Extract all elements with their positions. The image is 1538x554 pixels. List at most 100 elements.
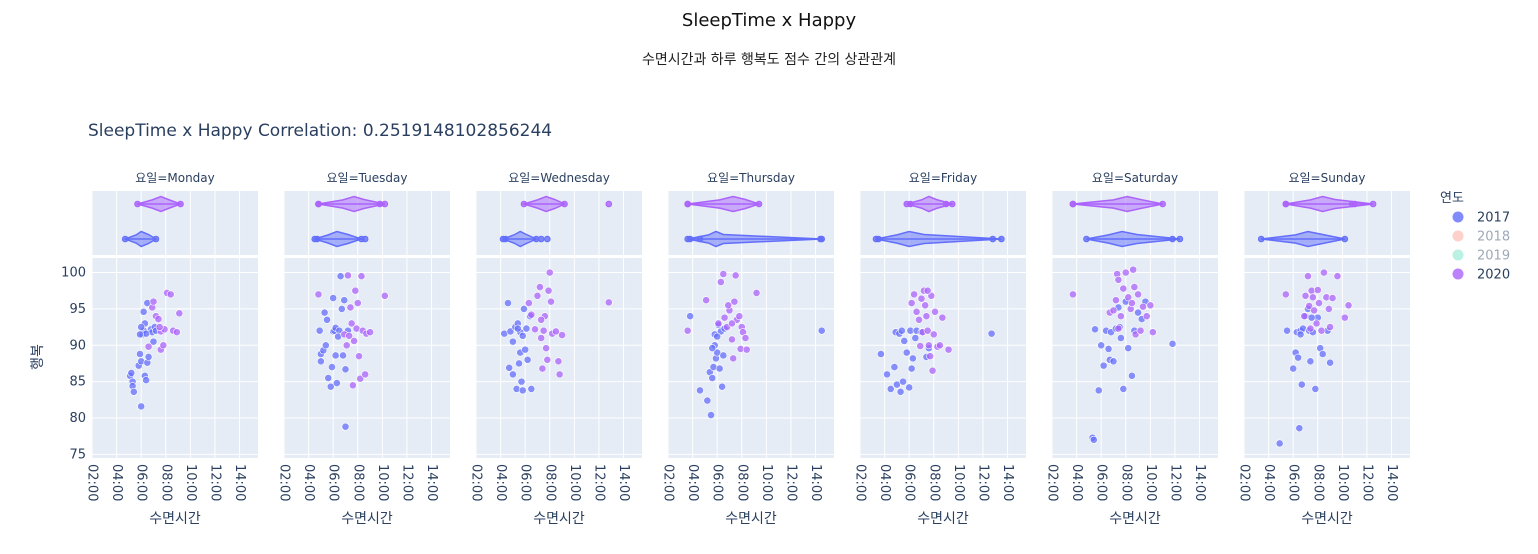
scatter-point-2020[interactable] xyxy=(1344,301,1353,310)
scatter-point-2020[interactable] xyxy=(1320,268,1328,277)
scatter-point-2017[interactable] xyxy=(136,350,144,358)
scatter-point-2020[interactable] xyxy=(537,334,546,342)
scatter-point-2017[interactable] xyxy=(1311,385,1320,393)
scatter-point-2017[interactable] xyxy=(1297,380,1306,389)
scatter-point-2017[interactable] xyxy=(708,374,717,382)
scatter-point-2017[interactable] xyxy=(708,344,717,353)
scatter-point-2020[interactable] xyxy=(356,374,365,383)
scatter-point-2017[interactable] xyxy=(713,332,722,341)
scatter-point-2017[interactable] xyxy=(144,353,153,361)
violin-point-2020[interactable] xyxy=(684,200,691,208)
scatter-point-2020[interactable] xyxy=(1069,290,1077,299)
violin-point-2020[interactable] xyxy=(942,200,950,208)
scatter-point-2020[interactable] xyxy=(926,352,934,361)
scatter-point-2020[interactable] xyxy=(1317,326,1326,335)
scatter-point-2020[interactable] xyxy=(314,290,323,299)
scatter-point-2020[interactable] xyxy=(1119,284,1128,293)
scatter-point-2020[interactable] xyxy=(1130,283,1139,291)
scatter-point-2020[interactable] xyxy=(524,299,533,307)
scatter-point-2020[interactable] xyxy=(149,297,158,306)
scatter-point-2020[interactable] xyxy=(348,381,357,390)
legend-item-2018[interactable]: 2018 xyxy=(1452,230,1511,245)
violin-point-2020[interactable] xyxy=(605,200,613,208)
scatter-point-2017[interactable] xyxy=(522,324,531,333)
scatter-point-2020[interactable] xyxy=(1310,306,1318,315)
scatter-point-2017[interactable] xyxy=(129,387,138,396)
scatter-point-2017[interactable] xyxy=(137,323,146,331)
scatter-point-2020[interactable] xyxy=(353,299,362,307)
scatter-point-2017[interactable] xyxy=(332,379,341,387)
scatter-point-2020[interactable] xyxy=(1326,323,1334,331)
scatter-point-2020[interactable] xyxy=(742,345,751,354)
scatter-point-2017[interactable] xyxy=(900,337,909,345)
scatter-point-2020[interactable] xyxy=(537,315,546,324)
scatter-point-2017[interactable] xyxy=(323,315,331,324)
scatter-point-2017[interactable] xyxy=(504,299,512,307)
scatter-point-2017[interactable] xyxy=(315,326,324,335)
scatter-point-2017[interactable] xyxy=(1124,344,1133,353)
violin-point-2017[interactable] xyxy=(361,235,369,243)
scatter-point-2017[interactable] xyxy=(1289,364,1298,373)
violin-point-2017[interactable] xyxy=(875,235,882,243)
scatter-point-2020[interactable] xyxy=(154,315,163,323)
scatter-point-2020[interactable] xyxy=(144,342,153,351)
scatter-point-2020[interactable] xyxy=(159,341,168,350)
scatter-point-2017[interactable] xyxy=(1119,385,1128,393)
scatter-point-2020[interactable] xyxy=(915,315,923,324)
scatter-point-2020[interactable] xyxy=(730,297,739,306)
scatter-point-2017[interactable] xyxy=(1099,361,1108,370)
scatter-point-2020[interactable] xyxy=(1114,275,1123,284)
violin-point-2017[interactable] xyxy=(989,235,997,243)
violin-point-2020[interactable] xyxy=(1369,200,1377,208)
violin-point-2020[interactable] xyxy=(561,200,568,208)
violin-point-2017[interactable] xyxy=(998,235,1005,243)
legend-item-2020[interactable]: 2020 xyxy=(1452,268,1511,283)
scatter-point-2017[interactable] xyxy=(707,411,715,419)
scatter-point-2017[interactable] xyxy=(905,383,914,392)
violin-point-2017[interactable] xyxy=(502,235,509,243)
scatter-point-2017[interactable] xyxy=(127,369,136,377)
scatter-point-2020[interactable] xyxy=(355,352,363,361)
scatter-point-2020[interactable] xyxy=(741,334,750,342)
violin-point-2020[interactable] xyxy=(520,200,528,208)
scatter-point-2017[interactable] xyxy=(336,272,345,281)
scatter-point-2017[interactable] xyxy=(883,370,891,379)
scatter-point-2020[interactable] xyxy=(558,331,566,339)
scatter-point-2017[interactable] xyxy=(715,364,724,373)
scatter-point-2020[interactable] xyxy=(1124,293,1133,302)
violin-point-2017[interactable] xyxy=(121,235,129,243)
violin-point-2017[interactable] xyxy=(1176,235,1184,243)
scatter-point-2020[interactable] xyxy=(1328,294,1337,302)
scatter-point-2017[interactable] xyxy=(1094,386,1103,395)
scatter-point-2020[interactable] xyxy=(714,319,723,328)
scatter-point-2017[interactable] xyxy=(886,385,895,393)
violin-point-2017[interactable] xyxy=(152,235,160,243)
scatter-point-2017[interactable] xyxy=(1296,330,1305,339)
scatter-point-2020[interactable] xyxy=(342,341,351,350)
scatter-point-2020[interactable] xyxy=(347,319,356,328)
scatter-point-2020[interactable] xyxy=(344,271,352,280)
scatter-point-2020[interactable] xyxy=(351,286,360,295)
scatter-point-2020[interactable] xyxy=(1306,324,1315,333)
scatter-point-2017[interactable] xyxy=(908,354,917,363)
scatter-point-2020[interactable] xyxy=(604,298,613,307)
scatter-point-2017[interactable] xyxy=(518,331,527,340)
scatter-point-2017[interactable] xyxy=(897,326,906,335)
violin-point-2020[interactable] xyxy=(134,200,141,208)
scatter-point-2020[interactable] xyxy=(166,290,175,299)
scatter-point-2017[interactable] xyxy=(515,359,523,368)
scatter-point-2020[interactable] xyxy=(728,319,736,328)
scatter-point-2020[interactable] xyxy=(539,326,548,335)
scatter-point-2017[interactable] xyxy=(1283,326,1291,335)
scatter-point-2017[interactable] xyxy=(339,351,347,360)
scatter-point-2017[interactable] xyxy=(1295,424,1304,433)
scatter-point-2020[interactable] xyxy=(1324,305,1333,313)
legend-item-2019[interactable]: 2019 xyxy=(1452,249,1511,264)
scatter-point-2017[interactable] xyxy=(1326,358,1334,367)
violin-point-2020[interactable] xyxy=(1069,200,1077,208)
violin-point-2020[interactable] xyxy=(1282,200,1290,208)
scatter-point-2020[interactable] xyxy=(380,291,389,300)
scatter-point-2017[interactable] xyxy=(321,341,330,350)
scatter-point-2017[interactable] xyxy=(508,337,517,346)
